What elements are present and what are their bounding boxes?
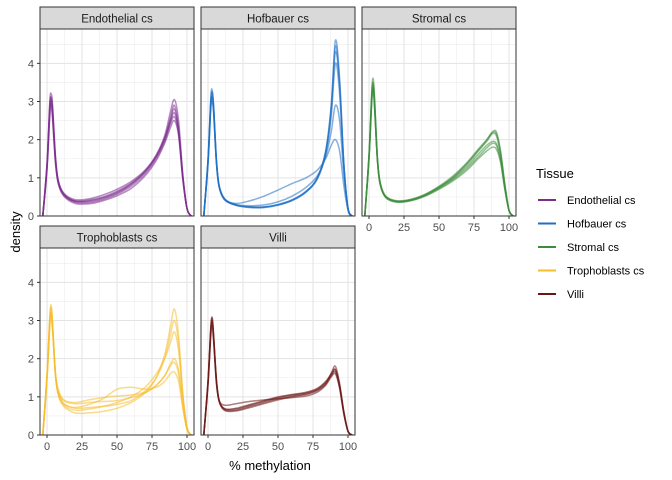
density-line [203, 44, 353, 216]
density-line [42, 306, 192, 435]
y-tick-label: 2 [28, 135, 34, 147]
density-lines [203, 39, 353, 216]
facet-panel: Stromal cs 0 25 50 75 100 [361, 6, 518, 234]
density-lines [42, 304, 192, 435]
y-tick-label: 0 [28, 430, 34, 442]
y-tick-label: 4 [28, 58, 34, 70]
density-line [42, 96, 192, 216]
facet-panel: Endothelial cs 0 1 2 3 4 [28, 6, 195, 223]
density-line [203, 96, 353, 216]
density-line [42, 92, 192, 216]
density-lines [42, 92, 192, 216]
y-tick-label: 3 [28, 97, 34, 109]
density-line [364, 86, 514, 216]
x-tick-label: 75 [307, 441, 319, 453]
x-tick-label: 0 [366, 222, 372, 234]
density-line [203, 316, 353, 435]
x-tick-label: 75 [146, 441, 158, 453]
y-tick-label: 2 [28, 354, 34, 366]
x-tick-label: 0 [205, 441, 211, 453]
x-tick-label: 0 [44, 441, 50, 453]
x-tick-label: 100 [500, 222, 518, 234]
y-tick-label: 4 [28, 277, 34, 289]
y-tick-label: 3 [28, 316, 34, 328]
y-tick-label: 0 [28, 211, 34, 223]
x-tick-label: 50 [272, 441, 284, 453]
legend-label: Hofbauer cs [567, 219, 627, 231]
x-tick-label: 100 [178, 441, 196, 453]
x-axis-title: % methylation [229, 458, 311, 473]
legend-label: Stromal cs [567, 242, 619, 254]
facet-strip-label: Stromal cs [412, 14, 467, 26]
facet-panel: Trophoblasts cs 0 1 2 3 4 0 25 50 75 100 [28, 225, 196, 453]
x-tick-label: 75 [468, 222, 480, 234]
panels-layer: Endothelial cs 0 1 2 3 4 Hofbauer cs Stromal cs… [28, 6, 518, 453]
x-tick-label: 50 [433, 222, 445, 234]
legend-label: Villi [567, 289, 584, 301]
facet-strip-label: Hofbauer cs [247, 14, 309, 26]
legend-title: Tissue [536, 166, 574, 181]
x-tick-label: 100 [339, 441, 357, 453]
legend-entries: Endothelial cs Hofbauer cs Stromal cs Troph… [538, 195, 645, 301]
x-tick-label: 25 [237, 441, 249, 453]
density-lines [364, 77, 514, 216]
facet-strip-label: Trophoblasts cs [77, 233, 158, 245]
legend-label: Trophoblasts cs [567, 266, 645, 278]
y-tick-label: 1 [28, 173, 34, 185]
facet-strip-label: Endothelial cs [81, 14, 153, 26]
density-lines [203, 316, 353, 435]
facet-strip-label: Villi [269, 233, 287, 245]
facet-panel: Villi 0 25 50 75 100 [200, 225, 357, 453]
density-line [42, 315, 192, 435]
legend-label: Endothelial cs [567, 195, 636, 207]
legend: Tissue Endothelial cs Hofbauer cs Stromal … [536, 166, 645, 301]
panel-border [39, 28, 195, 217]
y-axis-title: density [8, 211, 23, 253]
y-tick-label: 1 [28, 392, 34, 404]
panel-border [200, 28, 356, 217]
x-tick-label: 25 [398, 222, 410, 234]
x-tick-label: 25 [76, 441, 88, 453]
x-tick-label: 50 [111, 441, 123, 453]
facet-panel: Hofbauer cs [200, 6, 356, 217]
